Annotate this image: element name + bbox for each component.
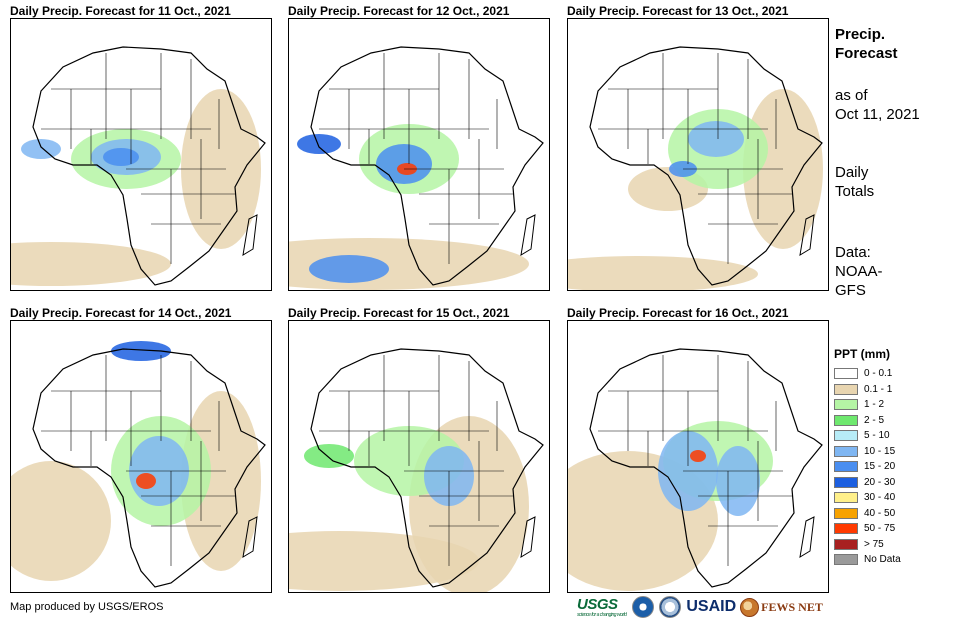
legend-label: 10 - 15	[864, 445, 896, 457]
usgs-tagline: science for a changing world	[577, 612, 627, 618]
legend-rows: 0 - 0.1 0.1 - 1 1 - 2 2 - 5 5 - 10 10 - 15 15 …	[834, 366, 960, 568]
map-panel-3: Daily Precip. Forecast for 13 Oct., 2021	[567, 4, 829, 291]
precip-map	[567, 18, 829, 291]
sidebar-heading-line1: Precip.	[835, 26, 886, 43]
africa-map-icon	[568, 19, 828, 290]
precip-map	[10, 320, 272, 593]
africa-map-icon	[11, 321, 271, 592]
africa-map-icon	[289, 19, 549, 290]
precip-map	[288, 18, 550, 291]
legend-item: 0.1 - 1	[834, 382, 960, 398]
panel-title: Daily Precip. Forecast for 15 Oct., 2021	[288, 306, 510, 320]
legend-label: 15 - 20	[864, 461, 896, 473]
panel-title: Daily Precip. Forecast for 14 Oct., 2021	[10, 306, 232, 320]
africa-map-icon	[11, 19, 271, 290]
credit-text: Map produced by USGS/EROS	[10, 601, 164, 613]
legend-item: > 75	[834, 537, 960, 553]
noaa-logo-icon	[632, 596, 655, 618]
legend-label: 40 - 50	[864, 507, 896, 519]
usgs-logo-text: USGS	[577, 596, 618, 613]
usaid-seal-icon	[659, 596, 682, 618]
panel-title: Daily Precip. Forecast for 11 Oct., 2021	[10, 4, 231, 18]
legend-item: 10 - 15	[834, 444, 960, 460]
africa-map-icon	[289, 321, 549, 592]
legend-title: PPT (mm)	[834, 347, 891, 361]
asof-date: Oct 11, 2021	[835, 106, 920, 123]
legend-label: > 75	[864, 538, 884, 550]
legend-item: 1 - 2	[834, 397, 960, 413]
legend-label: 50 - 75	[864, 523, 896, 535]
africa-map-icon	[568, 321, 828, 592]
legend-label: 20 - 30	[864, 476, 896, 488]
totals-label: Totals	[835, 183, 875, 200]
legend-label: 0.1 - 1	[864, 383, 893, 395]
legend-swatch	[834, 492, 858, 504]
panel-title: Daily Precip. Forecast for 12 Oct., 2021	[288, 4, 510, 18]
legend-item: 30 - 40	[834, 490, 960, 506]
panel-title: Daily Precip. Forecast for 13 Oct., 2021	[567, 4, 789, 18]
panel-title: Daily Precip. Forecast for 16 Oct., 2021	[567, 306, 789, 320]
map-panel-2: Daily Precip. Forecast for 12 Oct., 2021	[288, 4, 550, 291]
legend-item: 5 - 10	[834, 428, 960, 444]
legend-label: 0 - 0.1	[864, 368, 893, 380]
map-panel-1: Daily Precip. Forecast for 11 Oct., 2021	[10, 4, 272, 291]
legend-swatch	[834, 507, 858, 519]
legend-swatch	[834, 430, 858, 442]
usaid-logo: USAID	[686, 598, 737, 615]
legend-item: 50 - 75	[834, 521, 960, 537]
legend-label: No Data	[864, 554, 901, 566]
precip-map	[567, 320, 829, 593]
asof-label: as of	[835, 87, 868, 104]
legend-swatch	[834, 554, 858, 566]
legend-swatch	[834, 476, 858, 488]
legend-label: 30 - 40	[864, 492, 896, 504]
legend-label: 2 - 5	[864, 414, 885, 426]
legend-swatch	[834, 461, 858, 473]
legend-swatch	[834, 399, 858, 411]
legend-item: 15 - 20	[834, 459, 960, 475]
legend-item: No Data	[834, 552, 960, 568]
legend-swatch	[834, 538, 858, 550]
fews-globe-icon	[740, 597, 760, 617]
legend-swatch	[834, 383, 858, 395]
precip-map	[10, 18, 272, 291]
daily-label: Daily	[835, 164, 869, 181]
legend-swatch	[834, 414, 858, 426]
usgs-logo: USGS science for a changing world	[577, 596, 627, 618]
data-source-line1: NOAA-	[835, 263, 883, 280]
legend-label: 5 - 10	[864, 430, 890, 442]
logo-strip: USGS science for a changing world USAID …	[577, 595, 823, 619]
fews-net-text: FEWS NET	[761, 599, 823, 614]
legend-item: 20 - 30	[834, 475, 960, 491]
map-panel-5: Daily Precip. Forecast for 15 Oct., 2021	[288, 306, 550, 593]
precip-map	[288, 320, 550, 593]
data-label: Data:	[835, 244, 871, 261]
legend-swatch	[834, 445, 858, 457]
legend-swatch	[834, 523, 858, 535]
data-source-line2: GFS	[835, 282, 866, 299]
map-panel-6: Daily Precip. Forecast for 16 Oct., 2021	[567, 306, 829, 593]
legend-swatch	[834, 368, 858, 380]
sidebar-heading-line2: Forecast	[835, 45, 898, 62]
legend-item: 40 - 50	[834, 506, 960, 522]
legend-label: 1 - 2	[864, 399, 885, 411]
legend: PPT (mm) 0 - 0.1 0.1 - 1 1 - 2 2 - 5 5 - 10 1…	[834, 347, 960, 568]
map-panel-4: Daily Precip. Forecast for 14 Oct., 2021	[10, 306, 272, 593]
legend-item: 0 - 0.1	[834, 366, 960, 382]
fews-net-logo: FEWS NET	[740, 597, 823, 617]
legend-item: 2 - 5	[834, 413, 960, 429]
